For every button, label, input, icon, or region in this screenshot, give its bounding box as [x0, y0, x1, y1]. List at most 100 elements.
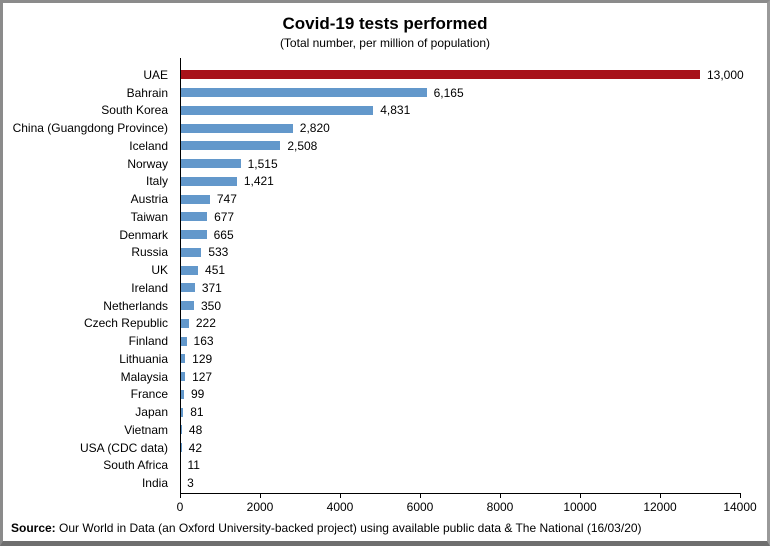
bar-zone: 2,820: [180, 119, 767, 137]
category-label: Denmark: [119, 227, 168, 242]
category-label: Czech Republic: [83, 316, 168, 331]
category-label: Iceland: [129, 138, 168, 153]
x-axis-tick: [340, 494, 341, 498]
bar: [180, 372, 186, 382]
category-label: Norway: [127, 156, 168, 171]
value-label: 2,508: [287, 138, 318, 153]
category-label: France: [130, 387, 168, 402]
category-label: UK: [151, 263, 168, 278]
bar: [180, 123, 293, 133]
bar: [180, 247, 202, 257]
x-axis-tick: [740, 494, 741, 498]
bar-row: France 99: [10, 386, 767, 404]
x-axis-tick-label: 4000: [326, 500, 354, 514]
bar-row: Lithuania 129: [10, 350, 767, 368]
source-label: Source:: [11, 521, 56, 535]
bar-zone: 533: [180, 244, 767, 262]
bar: [180, 159, 241, 169]
bar-rows: UAE 13,000 Bahrain 6,165 South Korea 4,831 Chi…: [10, 66, 767, 492]
bar: [180, 318, 189, 328]
category-label: Austria: [130, 192, 168, 207]
bar-zone: 2,508: [180, 137, 767, 155]
value-label: 99: [190, 387, 205, 402]
bar-row: Denmark 665: [10, 226, 767, 244]
bar: [180, 141, 281, 151]
category-label: Italy: [145, 174, 168, 189]
x-axis-tick-label: 14000: [723, 500, 757, 514]
value-label: 13,000: [707, 67, 744, 82]
value-label: 48: [188, 422, 203, 437]
category-label: China (Guangdong Province): [12, 121, 168, 136]
bar: [180, 301, 194, 311]
bar-row: Netherlands 350: [10, 297, 767, 315]
value-label: 747: [216, 192, 237, 207]
x-axis-line: [180, 493, 741, 494]
x-axis-tick-label: 8000: [486, 500, 514, 514]
value-label: 665: [213, 227, 234, 242]
bar: [180, 88, 427, 98]
category-label: India: [141, 476, 168, 491]
bar-row: Bahrain 6,165: [10, 84, 767, 102]
source-text: Our World in Data (an Oxford University-…: [55, 521, 642, 535]
bar-zone: 129: [180, 350, 767, 368]
value-label: 42: [188, 440, 203, 455]
bar: [180, 336, 187, 346]
bar-zone: 127: [180, 368, 767, 386]
bar-zone: 1,421: [180, 173, 767, 191]
bar-zone: 371: [180, 279, 767, 297]
bar-zone: 48: [180, 421, 767, 439]
bar-zone: 11: [180, 457, 767, 475]
bar-row: Russia 533: [10, 244, 767, 262]
bar-zone: 6,165: [180, 84, 767, 102]
bar-row: UK 451: [10, 261, 767, 279]
category-label: Ireland: [131, 280, 168, 295]
category-label: Russia: [131, 245, 168, 260]
bar-row: Vietnam 48: [10, 421, 767, 439]
value-label: 81: [190, 405, 204, 420]
bar-row: UAE 13,000: [10, 66, 767, 84]
value-label: 350: [201, 298, 222, 313]
x-axis-tick: [180, 494, 181, 498]
x-axis-tick: [580, 494, 581, 498]
value-label: 2,820: [299, 121, 330, 136]
category-label: South Korea: [101, 103, 168, 118]
chart-title: Covid-19 tests performed: [282, 14, 488, 33]
bar-zone: 665: [180, 226, 767, 244]
bar: [180, 354, 186, 364]
bar-row: Czech Republic 222: [10, 315, 767, 333]
value-label: 127: [192, 369, 213, 384]
plot-area: UAE 13,000 Bahrain 6,165 South Korea 4,831 Chi…: [10, 58, 757, 514]
x-axis-tick-label: 12000: [643, 500, 677, 514]
bar-row: Norway 1,515: [10, 155, 767, 173]
bar-zone: 4,831: [180, 102, 767, 120]
bar-row: Ireland 371: [10, 279, 767, 297]
bar-zone: 3: [180, 474, 767, 492]
bar-zone: 163: [180, 332, 767, 350]
value-label: 1,421: [243, 174, 274, 189]
bar-zone: 99: [180, 386, 767, 404]
bar-zone: 747: [180, 190, 767, 208]
bar: [180, 105, 374, 115]
bar-row: South Korea 4,831: [10, 102, 767, 120]
category-label: USA (CDC data): [79, 440, 168, 455]
category-label: Taiwan: [130, 209, 168, 224]
bar: [180, 194, 210, 204]
bar: [180, 230, 207, 240]
value-label: 11: [187, 458, 200, 473]
bar-row: Finland 163: [10, 332, 767, 350]
value-label: 222: [195, 316, 216, 331]
value-label: 451: [205, 263, 226, 278]
category-label: Bahrain: [126, 85, 168, 100]
x-axis-tick-label: 6000: [406, 500, 434, 514]
x-axis-tick: [660, 494, 661, 498]
category-label: Malaysia: [120, 369, 168, 384]
bar: [180, 70, 700, 80]
value-label: 371: [201, 280, 222, 295]
bar: [180, 212, 208, 222]
bar-zone: 677: [180, 208, 767, 226]
chart-subtitle: (Total number, per million of population…: [279, 36, 491, 50]
bar: [180, 389, 184, 399]
value-label: 1,515: [247, 156, 278, 171]
value-label: 677: [214, 209, 235, 224]
